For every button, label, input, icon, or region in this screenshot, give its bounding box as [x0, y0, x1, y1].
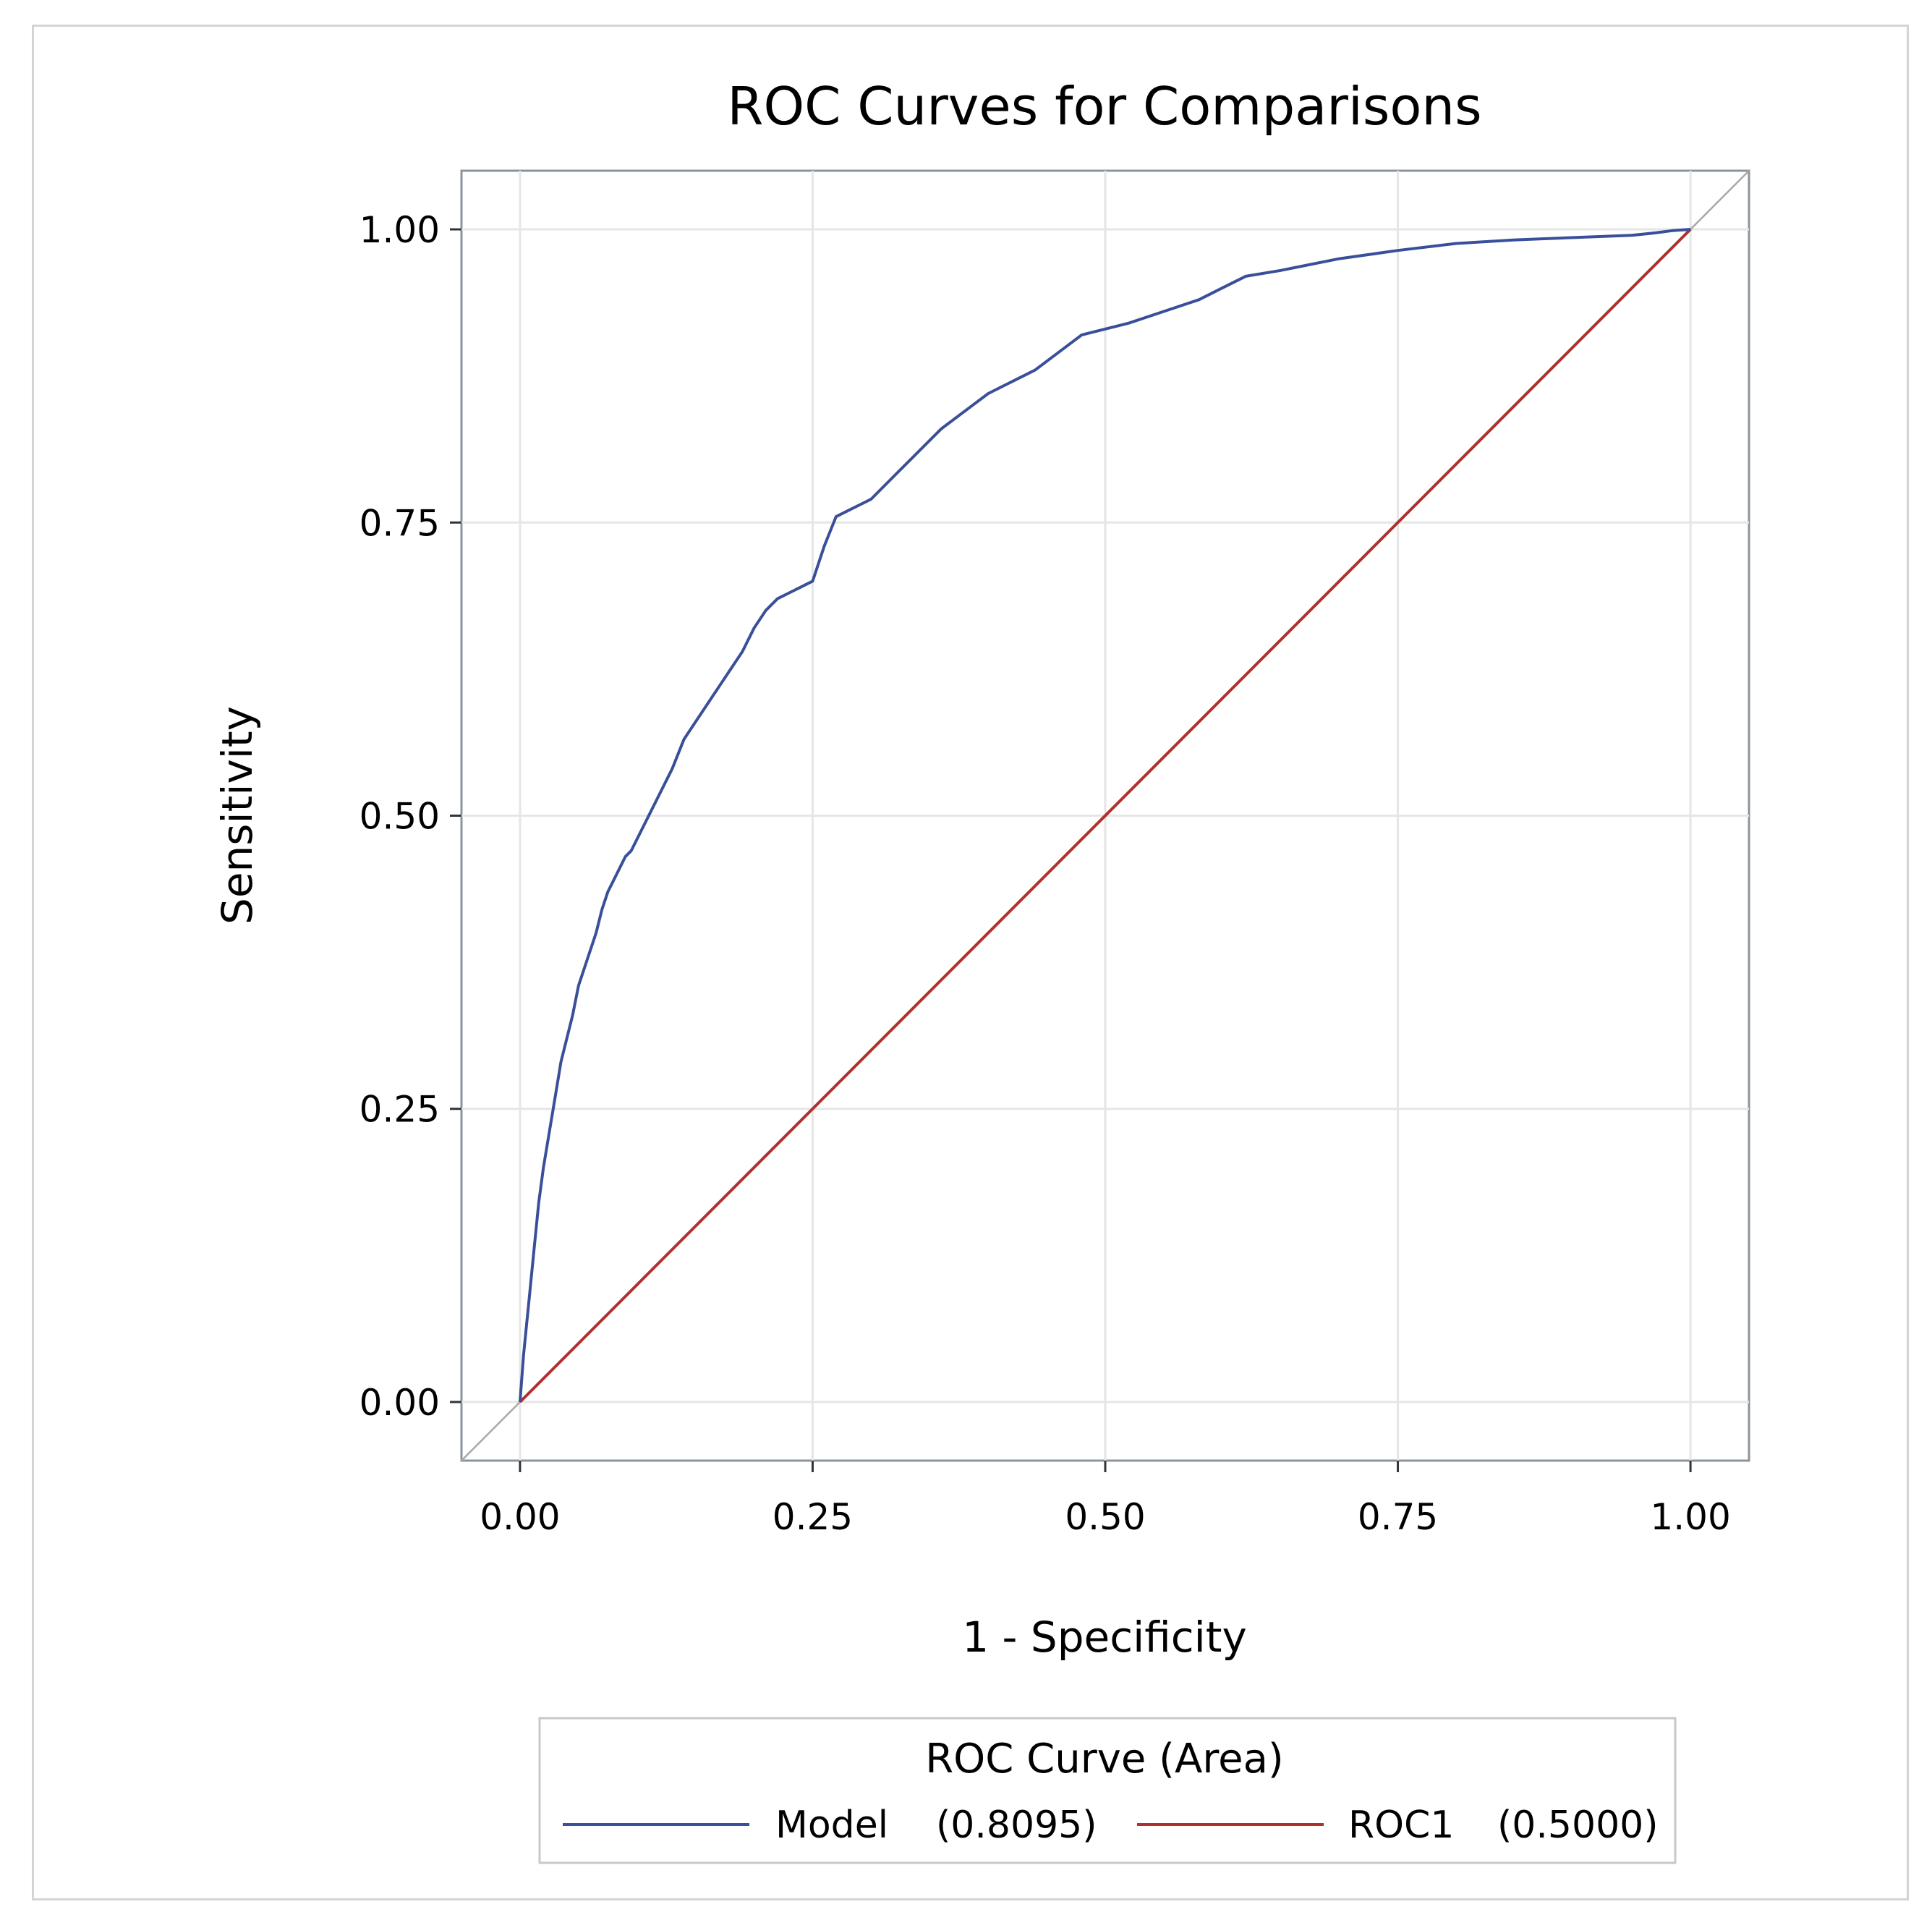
series-line-model — [518, 228, 1691, 1403]
x-tick-label: 0.00 — [480, 1496, 560, 1538]
x-tick-label: 1.00 — [1650, 1496, 1730, 1538]
chart-title: ROC Curves for Comparisons — [727, 76, 1481, 137]
legend-label-roc1: ROC1 — [1348, 1804, 1454, 1847]
series-lines — [518, 228, 1692, 1403]
y-tick-label: 0.25 — [359, 1089, 440, 1131]
legend-area-model: (0.8095) — [936, 1804, 1097, 1847]
y-tick-label: 0.00 — [359, 1382, 440, 1424]
y-axis-ticks — [450, 228, 461, 1403]
y-tick-label: 0.50 — [359, 796, 440, 838]
y-tick-label: 1.00 — [359, 209, 440, 251]
legend-box — [538, 1717, 1677, 1864]
y-tick-label: 0.75 — [359, 502, 440, 544]
x-tick-label: 0.25 — [773, 1496, 853, 1538]
gridlines — [461, 171, 1749, 1461]
legend: ROC Curve (Area) Model (0.8095) ROC1 (0.… — [538, 1717, 1677, 1864]
x-tick-label: 0.50 — [1065, 1496, 1145, 1538]
y-axis-label: Sensitivity — [213, 706, 262, 925]
x-axis-ticks — [519, 1461, 1692, 1472]
legend-label-model: Model — [775, 1804, 888, 1847]
series-line-roc1 — [519, 228, 1692, 1403]
x-tick-label: 0.75 — [1358, 1496, 1438, 1538]
x-axis-label: 1 - Specificity — [962, 1613, 1247, 1662]
legend-title: ROC Curve (Area) — [925, 1736, 1283, 1783]
legend-area-roc1: (0.5000) — [1497, 1804, 1659, 1847]
